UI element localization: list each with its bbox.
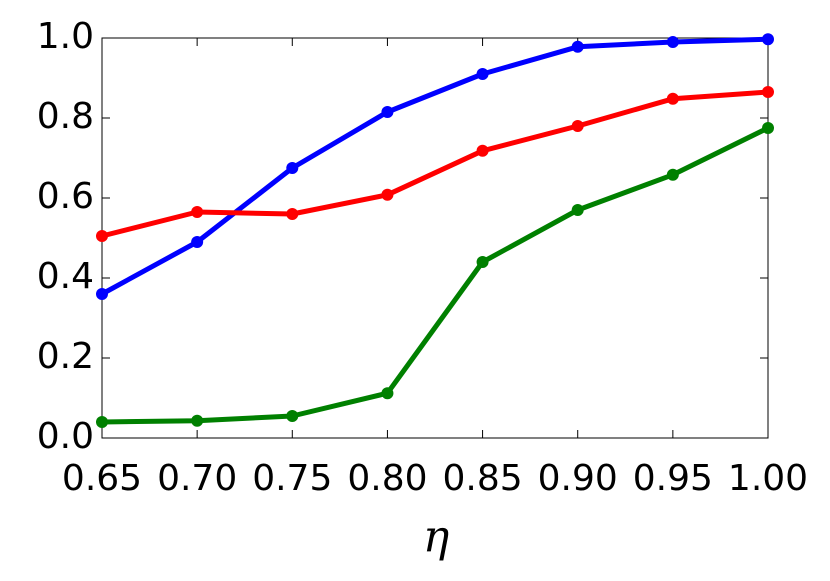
- series-line: [101, 89, 769, 239]
- data-point: [191, 206, 204, 218]
- x-tick-label: 0.75: [252, 458, 332, 499]
- x-tick-label: 1.00: [728, 458, 808, 499]
- x-tick-label: 0.80: [347, 458, 427, 499]
- y-tick-label: 0.8: [37, 96, 94, 137]
- series-line: [100, 36, 769, 297]
- data-point: [191, 414, 204, 427]
- y-tick-label: 1.0: [37, 16, 94, 57]
- x-tick-label: 0.90: [538, 458, 618, 499]
- x-tick-label: 0.70: [157, 458, 237, 499]
- data-point: [476, 144, 489, 157]
- data-point: [571, 204, 584, 216]
- data-point: [666, 36, 679, 48]
- y-tick-label: 0.6: [37, 176, 94, 217]
- data-point: [286, 162, 299, 174]
- data-point: [96, 288, 108, 300]
- data-point: [476, 68, 489, 80]
- data-point: [381, 106, 394, 118]
- x-tick-label: 0.95: [633, 458, 713, 499]
- data-point: [571, 120, 584, 132]
- data-point: [762, 122, 774, 134]
- data-point: [96, 416, 108, 428]
- series-line: [101, 125, 770, 425]
- y-tick-label: 0.2: [37, 336, 94, 377]
- data-point: [476, 256, 489, 268]
- y-tick-label: 0.0: [37, 416, 94, 457]
- data-point: [286, 208, 299, 220]
- data-point: [96, 230, 108, 242]
- data-point: [191, 236, 204, 248]
- x-axis-label: η: [423, 512, 449, 563]
- data-point: [762, 86, 774, 98]
- data-point: [286, 410, 299, 422]
- data-point: [381, 188, 394, 201]
- data-point: [666, 92, 679, 105]
- data-point: [666, 168, 679, 181]
- data-point: [571, 40, 584, 53]
- data-point: [381, 387, 394, 400]
- x-tick-label: 0.85: [442, 458, 522, 499]
- y-tick-label: 0.4: [37, 256, 94, 297]
- x-tick-label: 0.65: [62, 458, 142, 499]
- data-point: [762, 33, 774, 46]
